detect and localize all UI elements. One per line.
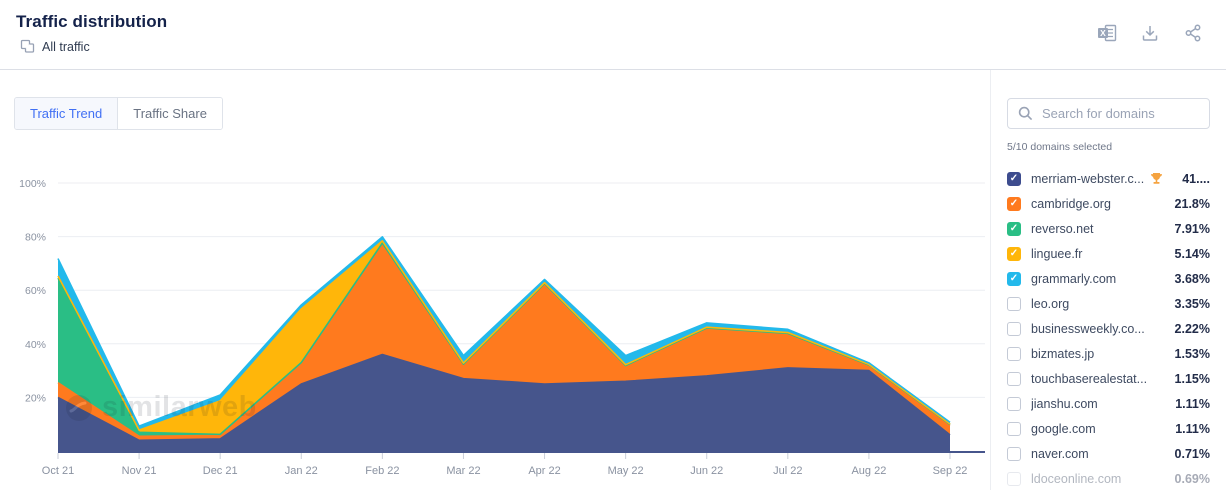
- share-icon[interactable]: [1182, 22, 1204, 44]
- svg-text:X: X: [1100, 28, 1106, 38]
- domain-checkbox-checked[interactable]: ✓: [1007, 196, 1021, 211]
- domain-label: ldoceonline.com: [1031, 471, 1122, 486]
- title-block: Traffic distribution All traffic: [16, 12, 167, 54]
- domain-checkbox-checked[interactable]: ✓: [1007, 246, 1021, 261]
- domain-row-google-com[interactable]: google.com 1.11%: [1007, 416, 1210, 441]
- domain-label: bizmates.jp: [1031, 346, 1095, 361]
- domain-row-jianshu-com[interactable]: jianshu.com 1.11%: [1007, 391, 1210, 416]
- search-icon: [1017, 105, 1034, 127]
- domain-row-linguee-fr[interactable]: ✓ linguee.fr 5.14%: [1007, 241, 1210, 266]
- domain-share-value: 41....: [1182, 171, 1210, 186]
- domain-share-value: 1.15%: [1174, 371, 1210, 386]
- domain-checkbox-unchecked[interactable]: [1007, 321, 1021, 336]
- domain-label: leo.org: [1031, 296, 1070, 311]
- area-merriam-webster.com[interactable]: [58, 354, 950, 451]
- domains-sidebar: 5/10 domains selected ✓ merriam-webster.c…: [990, 70, 1226, 490]
- domain-checkbox-unchecked[interactable]: [1007, 396, 1021, 411]
- domain-checkbox-checked[interactable]: ✓: [1007, 221, 1021, 236]
- x-axis-tick-label: Jan 22: [285, 465, 318, 477]
- domain-search: [1007, 98, 1210, 129]
- domains-selected-count: 5/10 domains selected: [1007, 141, 1113, 153]
- domain-row-reverso-net[interactable]: ✓ reverso.net 7.91%: [1007, 216, 1210, 241]
- domain-list[interactable]: ✓ merriam-webster.c... 41.... ✓ cambridge.or…: [1007, 166, 1210, 490]
- domain-share-value: 1.11%: [1175, 396, 1210, 411]
- x-axis-tick-label: Mar 22: [446, 465, 480, 477]
- tab-traffic-trend[interactable]: Traffic Trend: [15, 98, 119, 129]
- leader-trophy-icon: [1149, 171, 1164, 186]
- x-axis-tick-label: Nov 21: [122, 465, 157, 477]
- domain-row-ldoceonline-com[interactable]: ldoceonline.com 0.69%: [1007, 466, 1210, 490]
- domain-label: cambridge.org: [1031, 196, 1111, 211]
- domain-checkbox-unchecked[interactable]: [1007, 296, 1021, 311]
- domain-label: linguee.fr: [1031, 246, 1083, 261]
- x-axis-tick-label: Apr 22: [528, 465, 560, 477]
- domain-checkbox-checked[interactable]: ✓: [1007, 271, 1021, 286]
- search-input[interactable]: [1007, 98, 1210, 129]
- domain-checkbox-unchecked[interactable]: [1007, 346, 1021, 361]
- domain-share-value: 0.71%: [1174, 446, 1210, 461]
- domain-label: jianshu.com: [1031, 396, 1098, 411]
- domain-label: reverso.net: [1031, 221, 1094, 236]
- tab-traffic-share[interactable]: Traffic Share: [118, 98, 222, 129]
- stacked-area-chart[interactable]: 20% 40% 60% 80% 100% Oct 21 Nov 21 Dec 21 Jan 22…: [0, 139, 990, 479]
- domain-label: touchbaserealestat...: [1031, 371, 1148, 386]
- domain-row-merriam-webster-c[interactable]: ✓ merriam-webster.c... 41....: [1007, 166, 1210, 191]
- domain-checkbox-unchecked[interactable]: [1007, 471, 1021, 486]
- traffic-segments-icon: [20, 39, 35, 54]
- x-axis-tick-label: Feb 22: [365, 465, 399, 477]
- x-axis-tick-label: Aug 22: [851, 465, 886, 477]
- chart-panel: Traffic Trend Traffic Share 20% 40% 60% 80%…: [0, 70, 990, 490]
- domain-checkbox-unchecked[interactable]: [1007, 421, 1021, 436]
- traffic-trend-chart[interactable]: 20% 40% 60% 80% 100% Oct 21 Nov 21 Dec 21 Jan 22…: [0, 139, 990, 479]
- domain-row-naver-com[interactable]: naver.com 0.71%: [1007, 441, 1210, 466]
- x-axis-tick-label: May 22: [608, 465, 644, 477]
- y-axis-tick-label: 60%: [25, 285, 46, 297]
- page-title: Traffic distribution: [16, 12, 168, 31]
- x-axis-tick-label: Jun 22: [690, 465, 723, 477]
- domain-checkbox-unchecked[interactable]: [1007, 371, 1021, 386]
- traffic-filter-label: All traffic: [42, 39, 90, 54]
- x-axis-tick-label: Sep 22: [933, 465, 968, 477]
- chart-tabs: Traffic Trend Traffic Share: [14, 97, 223, 130]
- domain-label: google.com: [1031, 421, 1096, 436]
- domain-row-grammarly-com[interactable]: ✓ grammarly.com 3.68%: [1007, 266, 1210, 291]
- series-line-cambridge.org: [57, 243, 951, 438]
- domain-share-value: 5.14%: [1174, 246, 1210, 261]
- excel-export-icon[interactable]: X: [1096, 22, 1118, 44]
- domain-share-value: 1.53%: [1174, 346, 1210, 361]
- domain-label: businessweekly.co...: [1031, 321, 1145, 336]
- y-axis-tick-label: 80%: [25, 232, 46, 244]
- domain-row-leo-org[interactable]: leo.org 3.35%: [1007, 291, 1210, 316]
- y-axis-tick-label: 20%: [25, 392, 46, 404]
- y-axis-tick-label: 40%: [25, 339, 46, 351]
- domain-share-value: 3.35%: [1174, 296, 1210, 311]
- area-cambridge.org[interactable]: [58, 244, 950, 441]
- x-axis-tick-label: Jul 22: [773, 465, 802, 477]
- domain-row-cambridge-org[interactable]: ✓ cambridge.org 21.8%: [1007, 191, 1210, 216]
- domain-row-businessweekly-co[interactable]: businessweekly.co... 2.22%: [1007, 316, 1210, 341]
- domain-row-touchbaserealestat[interactable]: touchbaserealestat... 1.15%: [1007, 366, 1210, 391]
- domain-share-value: 2.22%: [1174, 321, 1210, 336]
- domain-share-value: 7.91%: [1174, 221, 1210, 236]
- toolbar: X: [1096, 22, 1204, 44]
- domain-share-value: 3.68%: [1174, 271, 1210, 286]
- domain-share-value: 21.8%: [1174, 196, 1210, 211]
- domain-row-bizmates-jp[interactable]: bizmates.jp 1.53%: [1007, 341, 1210, 366]
- series-line-grammarly.com: [57, 236, 951, 427]
- y-axis-tick-label: 100%: [19, 178, 46, 190]
- domain-label: grammarly.com: [1031, 271, 1117, 286]
- download-icon[interactable]: [1139, 22, 1161, 44]
- domain-label: merriam-webster.c...: [1031, 171, 1145, 186]
- widget-header: Traffic distribution All traffic X: [0, 0, 1226, 70]
- domain-checkbox-unchecked[interactable]: [1007, 446, 1021, 461]
- series-line-linguee.fr: [57, 240, 951, 431]
- domain-share-value: 1.11%: [1175, 421, 1210, 436]
- domain-checkbox-checked[interactable]: ✓: [1007, 171, 1021, 186]
- x-axis-tick-label: Oct 21: [42, 465, 74, 477]
- domain-share-value: 0.69%: [1174, 471, 1210, 486]
- domain-label: naver.com: [1031, 446, 1089, 461]
- x-axis-tick-label: Dec 21: [203, 465, 238, 477]
- series-line-merriam-webster.com: [57, 353, 951, 442]
